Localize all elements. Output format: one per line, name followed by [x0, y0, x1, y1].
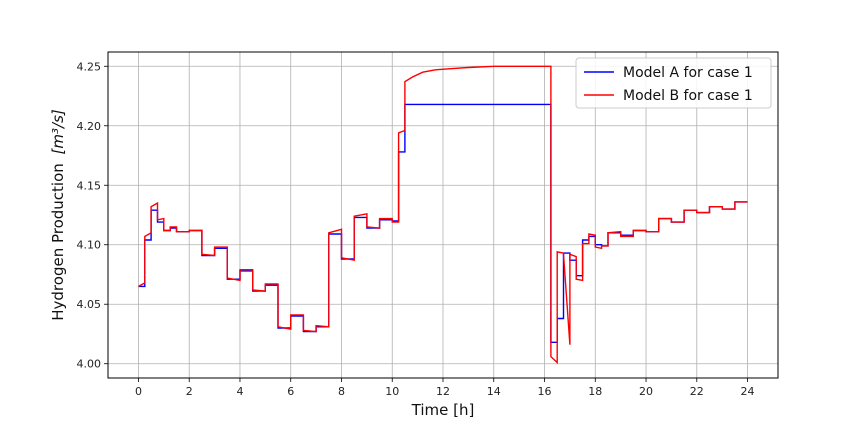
- x-tick-label: 2: [186, 385, 193, 398]
- grid: [108, 52, 778, 378]
- legend-box: [575, 57, 772, 109]
- x-tick-label: 0: [135, 385, 142, 398]
- x-tick-label: 20: [639, 385, 653, 398]
- y-tick-label: 4.00: [77, 358, 102, 371]
- y-tick-label: 4.20: [77, 120, 102, 133]
- y-tick-label: 4.10: [77, 239, 102, 252]
- y-axis-label-unit: [m³/s]: [49, 109, 67, 154]
- y-tick-label: 4.05: [77, 298, 102, 311]
- x-tick-label: 10: [385, 385, 399, 398]
- x-tick-label: 18: [588, 385, 602, 398]
- x-tick-label: 22: [690, 385, 704, 398]
- x-tick-label: 16: [538, 385, 552, 398]
- x-tick-label: 8: [338, 385, 345, 398]
- x-tick-label: 6: [287, 385, 294, 398]
- legend-label: Model A for case 1: [623, 65, 753, 81]
- x-tick-label: 24: [741, 385, 755, 398]
- y-tick-label: 4.15: [77, 179, 102, 192]
- x-axis-label: Time [h]: [411, 401, 475, 419]
- legend-label: Model B for case 1: [623, 88, 753, 104]
- legend: Model A for case 1 Model B for case 1: [575, 57, 772, 109]
- x-tick-label: 4: [236, 385, 243, 398]
- y-tick-label: 4.25: [77, 60, 102, 73]
- x-axis-ticks: 0 2 4 6 8 10 12 14 16 18 20 22 24: [135, 378, 755, 398]
- series-line-model-b: [138, 65, 748, 365]
- series-layer: [138, 65, 748, 365]
- y-axis-label-text: Hydrogen Production: [49, 163, 67, 321]
- x-tick-label: 14: [487, 385, 501, 398]
- x-tick-label: 12: [436, 385, 450, 398]
- y-axis-label: Hydrogen Production [m³/s]: [49, 109, 67, 321]
- y-axis-ticks: 4.00 4.05 4.10 4.15 4.20 4.25: [77, 60, 108, 371]
